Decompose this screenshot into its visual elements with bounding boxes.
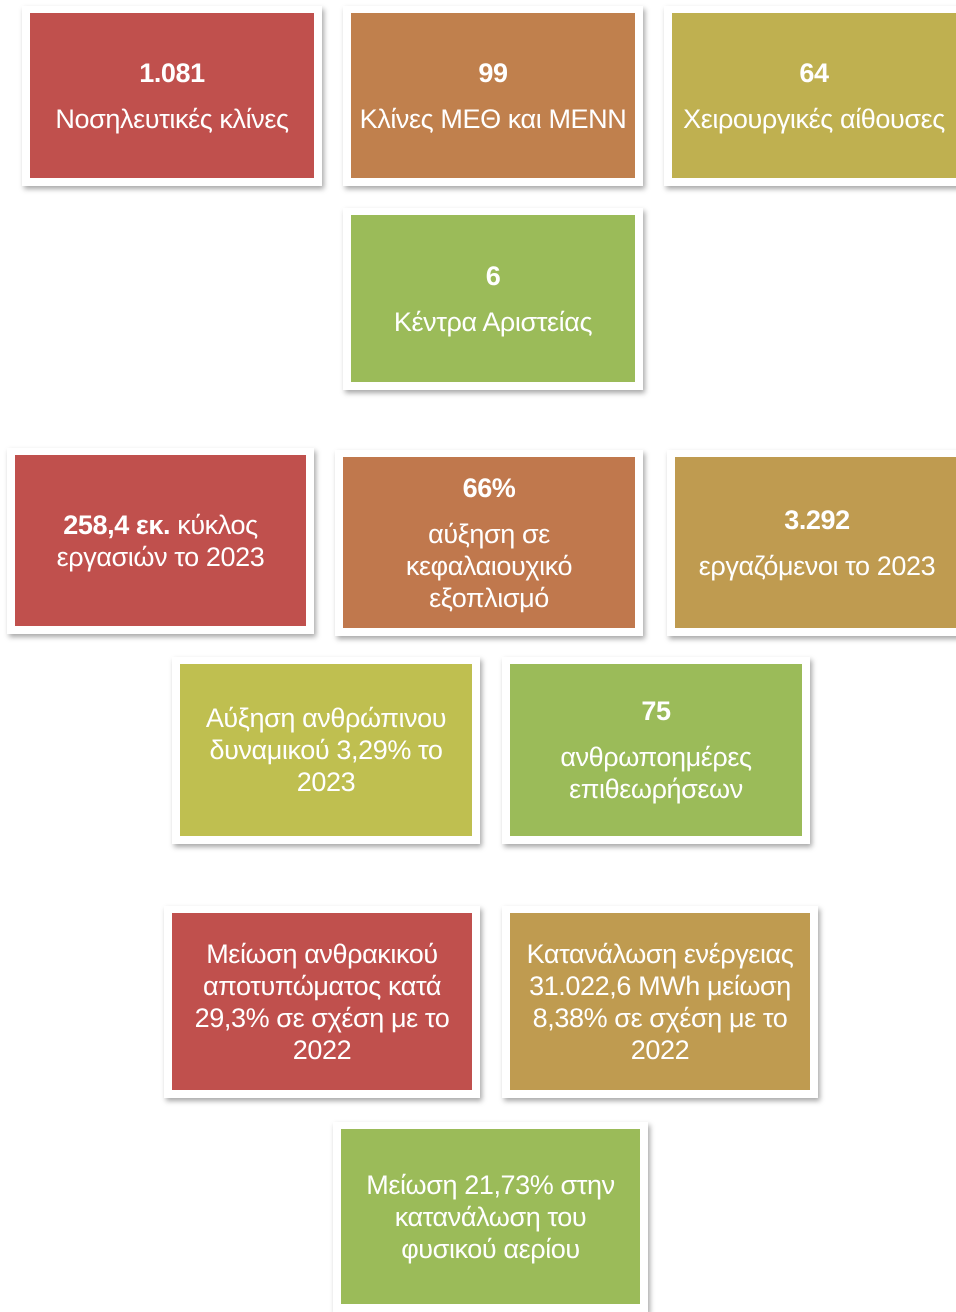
tile: 6 Κέντρα Αριστείας <box>343 208 643 390</box>
tile-value: 64 <box>799 57 829 88</box>
tile: Κατανάλωση ενέργειας 31.022,6 MWh μείωση 8… <box>502 906 818 1098</box>
tile-line: Μείωση ανθρακικού <box>206 938 438 969</box>
tile-bold: 258,4 εκ. <box>63 509 171 540</box>
tile-body: 64 Χειρουργικές αίθουσες <box>672 13 956 178</box>
tile-value: 66% <box>462 472 516 503</box>
tile-line: 2023 <box>296 767 356 797</box>
tile-body: Μείωση ανθρακικού αποτυπώματος κατά 29,3% … <box>172 913 472 1090</box>
tile-line: εξοπλισμό <box>429 582 549 613</box>
tile-line: κεφαλαιουχικό <box>405 550 573 581</box>
tile: Αύξηση ανθρώπινου δυναμικού 3,29% το 2023 <box>172 657 480 844</box>
tile-body: 75 ανθρωποημέρες επιθεωρήσεων <box>510 664 802 836</box>
tile: 1.081 Νοσηλευτικές κλίνες <box>22 6 322 186</box>
tile-line: αποτυπώματος κατά <box>202 970 442 1001</box>
tile-line: ανθρωποημέρες <box>560 742 752 772</box>
tile-value: 1.081 <box>139 57 205 88</box>
tile-line: κατανάλωση του <box>394 1201 587 1232</box>
tile-body: Κατανάλωση ενέργειας 31.022,6 MWh μείωση 8… <box>510 913 810 1090</box>
tile-body: Αύξηση ανθρώπινου δυναμικού 3,29% το 2023 <box>180 664 472 836</box>
tile-line: Κέντρα Αριστείας <box>393 306 593 337</box>
tile-body: 1.081 Νοσηλευτικές κλίνες <box>30 13 314 178</box>
tile-value: 99 <box>478 57 508 88</box>
tile-body: 99 Κλίνες ΜΕΘ και ΜΕΝΝ <box>351 13 635 178</box>
tile-line: εργαζόμενοι το 2023 <box>698 550 936 581</box>
tile: 99 Κλίνες ΜΕΘ και ΜΕΝΝ <box>343 6 643 186</box>
tile-line: επιθεωρήσεων <box>569 774 743 804</box>
tile-body: 258,4 εκ. κύκλος εργασιών το 2023 <box>15 455 306 626</box>
tile-body: Μείωση 21,73% στην κατανάλωση του φυσικού … <box>341 1129 640 1304</box>
tile-line: 31.022,6 MWh μείωση <box>529 970 791 1001</box>
tile-text: κύκλος <box>177 509 258 540</box>
tile-value: 3.292 <box>784 504 850 535</box>
tile-line: 258,4 εκ. κύκλος <box>63 509 258 541</box>
tile-body: 66% αύξηση σε κεφαλαιουχικό εξοπλισμό <box>343 457 635 628</box>
tile-value: 6 <box>485 260 501 291</box>
tile-line: αύξηση σε <box>428 518 550 549</box>
tile-line: Αύξηση ανθρώπινου <box>205 703 447 733</box>
tile-value: 75 <box>641 696 671 726</box>
tile: Μείωση 21,73% στην κατανάλωση του φυσικού … <box>333 1122 648 1312</box>
tile-body: 3.292 εργαζόμενοι το 2023 <box>675 457 956 628</box>
tile: 66% αύξηση σε κεφαλαιουχικό εξοπλισμό <box>335 450 643 636</box>
tile-line: 29,3% σε σχέση με το <box>194 1002 450 1033</box>
tile-line: εργασιών το 2023 <box>56 541 265 572</box>
tile-line: 2022 <box>292 1034 352 1065</box>
tile: Μείωση ανθρακικού αποτυπώματος κατά 29,3% … <box>164 906 480 1098</box>
tile-line: φυσικού αερίου <box>401 1233 580 1264</box>
tile-line: Κλίνες ΜΕΘ και ΜΕΝΝ <box>359 103 627 134</box>
tile: 64 Χειρουργικές αίθουσες <box>664 6 956 186</box>
tile-line: Κατανάλωση ενέργειας <box>526 938 794 969</box>
tile: 75 ανθρωποημέρες επιθεωρήσεων <box>502 657 810 844</box>
tile-body: 6 Κέντρα Αριστείας <box>351 215 635 382</box>
tile: 3.292 εργαζόμενοι το 2023 <box>667 450 956 636</box>
tile-line: Μείωση 21,73% στην <box>366 1169 615 1200</box>
tile-line: 8,38% σε σχέση με το <box>532 1002 788 1033</box>
tile-line: 2022 <box>630 1034 690 1065</box>
tile-line: δυναμικού 3,29% το <box>209 735 443 765</box>
tile-line: Χειρουργικές αίθουσες <box>683 103 945 134</box>
tile-line: Νοσηλευτικές κλίνες <box>55 103 289 134</box>
tile: 258,4 εκ. κύκλος εργασιών το 2023 <box>7 448 314 634</box>
